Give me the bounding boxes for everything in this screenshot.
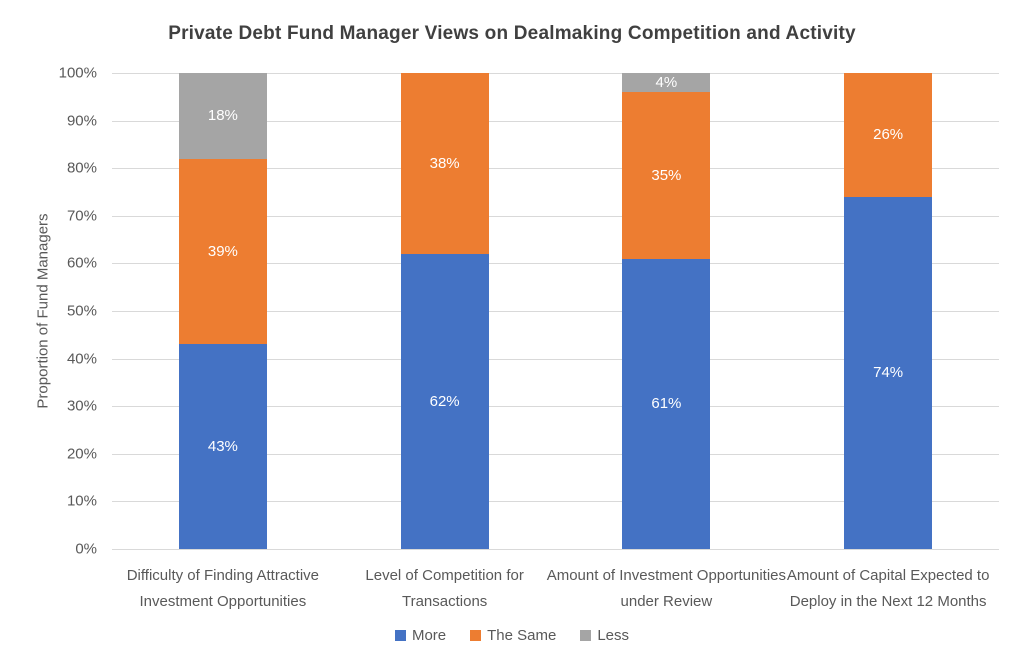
x-axis-category-label: Amount of Capital Expected to Deploy in … bbox=[786, 567, 990, 610]
y-axis-tick-label: 30% bbox=[66, 397, 97, 415]
bar-3: 74% 26% bbox=[844, 73, 933, 549]
bar-segment-more: 74% bbox=[844, 196, 933, 549]
gridline bbox=[112, 358, 999, 360]
gridline bbox=[112, 453, 999, 455]
legend-label: More bbox=[411, 626, 447, 644]
y-axis-tick-label: 70% bbox=[66, 207, 97, 225]
legend-swatch bbox=[394, 629, 406, 641]
y-axis-tick-label: 0% bbox=[75, 540, 97, 558]
x-axis-category-label: Amount of Investment Opportunities under… bbox=[546, 567, 787, 610]
data-label: 26% bbox=[873, 126, 904, 144]
data-label: 35% bbox=[651, 166, 682, 184]
y-axis-tick-label: 50% bbox=[66, 302, 97, 320]
data-label: 43% bbox=[207, 438, 238, 456]
data-label: 39% bbox=[207, 243, 238, 261]
y-axis-tick-label: 90% bbox=[66, 112, 97, 130]
data-label: 62% bbox=[429, 392, 460, 410]
gridline bbox=[112, 311, 999, 312]
bar-segment-the-same: 39% bbox=[178, 158, 267, 345]
y-axis-tick-label: 80% bbox=[66, 159, 97, 177]
y-axis-tick-label: 40% bbox=[66, 350, 97, 368]
gridline bbox=[112, 549, 999, 550]
legend: More The Same Less bbox=[0, 624, 1024, 646]
data-label: 4% bbox=[655, 74, 678, 92]
gridline bbox=[112, 406, 999, 408]
legend-swatch bbox=[470, 629, 482, 641]
bar-2: 61% 35% 4% bbox=[622, 73, 711, 549]
bar-segment-the-same: 26% bbox=[844, 73, 933, 197]
gridline bbox=[112, 501, 999, 503]
y-axis-tick-label: 20% bbox=[66, 445, 97, 463]
data-label: 61% bbox=[651, 395, 682, 413]
bar-segment-less: 18% bbox=[178, 73, 267, 159]
legend-swatch bbox=[580, 629, 592, 641]
data-label: 38% bbox=[429, 154, 460, 172]
bar-0: 43% 39% 18% bbox=[178, 73, 267, 549]
y-axis-title: Proportion of Fund Managers bbox=[34, 213, 52, 409]
x-axis-category-label: Level of Competition for Transactions bbox=[365, 567, 524, 610]
bar-1: 62% 38% bbox=[400, 73, 489, 549]
legend-item-less: Less bbox=[580, 627, 629, 644]
y-axis-tick-label: 60% bbox=[66, 254, 97, 272]
bar-segment-the-same: 35% bbox=[622, 92, 711, 259]
bar-segment-less: 4% bbox=[622, 73, 711, 93]
y-axis-tick-label: 10% bbox=[66, 492, 97, 510]
bar-segment-more: 62% bbox=[400, 253, 489, 549]
legend-label: Less bbox=[597, 626, 630, 644]
gridline bbox=[112, 263, 999, 265]
plot-area: 43% 39% 18% 62% 38% 61% 35% 4% 74% 26% bbox=[112, 73, 999, 550]
y-axis-tick-label: 100% bbox=[58, 64, 97, 82]
bar-segment-the-same: 38% bbox=[400, 73, 489, 254]
legend-label: The Same bbox=[487, 626, 557, 644]
legend-item-the-same: The Same bbox=[470, 627, 556, 644]
gridline bbox=[112, 73, 999, 74]
data-label: 18% bbox=[207, 107, 238, 125]
bar-segment-more: 61% bbox=[622, 258, 711, 549]
data-label: 74% bbox=[873, 364, 904, 382]
chart-title: Private Debt Fund Manager Views on Dealm… bbox=[168, 23, 856, 44]
gridline bbox=[112, 168, 999, 170]
gridline bbox=[112, 215, 999, 217]
x-axis-category-label: Difficulty of Finding Attractive Investm… bbox=[126, 567, 320, 610]
bar-segment-more: 43% bbox=[178, 344, 267, 549]
legend-item-more: More bbox=[394, 626, 447, 644]
gridline bbox=[112, 120, 999, 122]
